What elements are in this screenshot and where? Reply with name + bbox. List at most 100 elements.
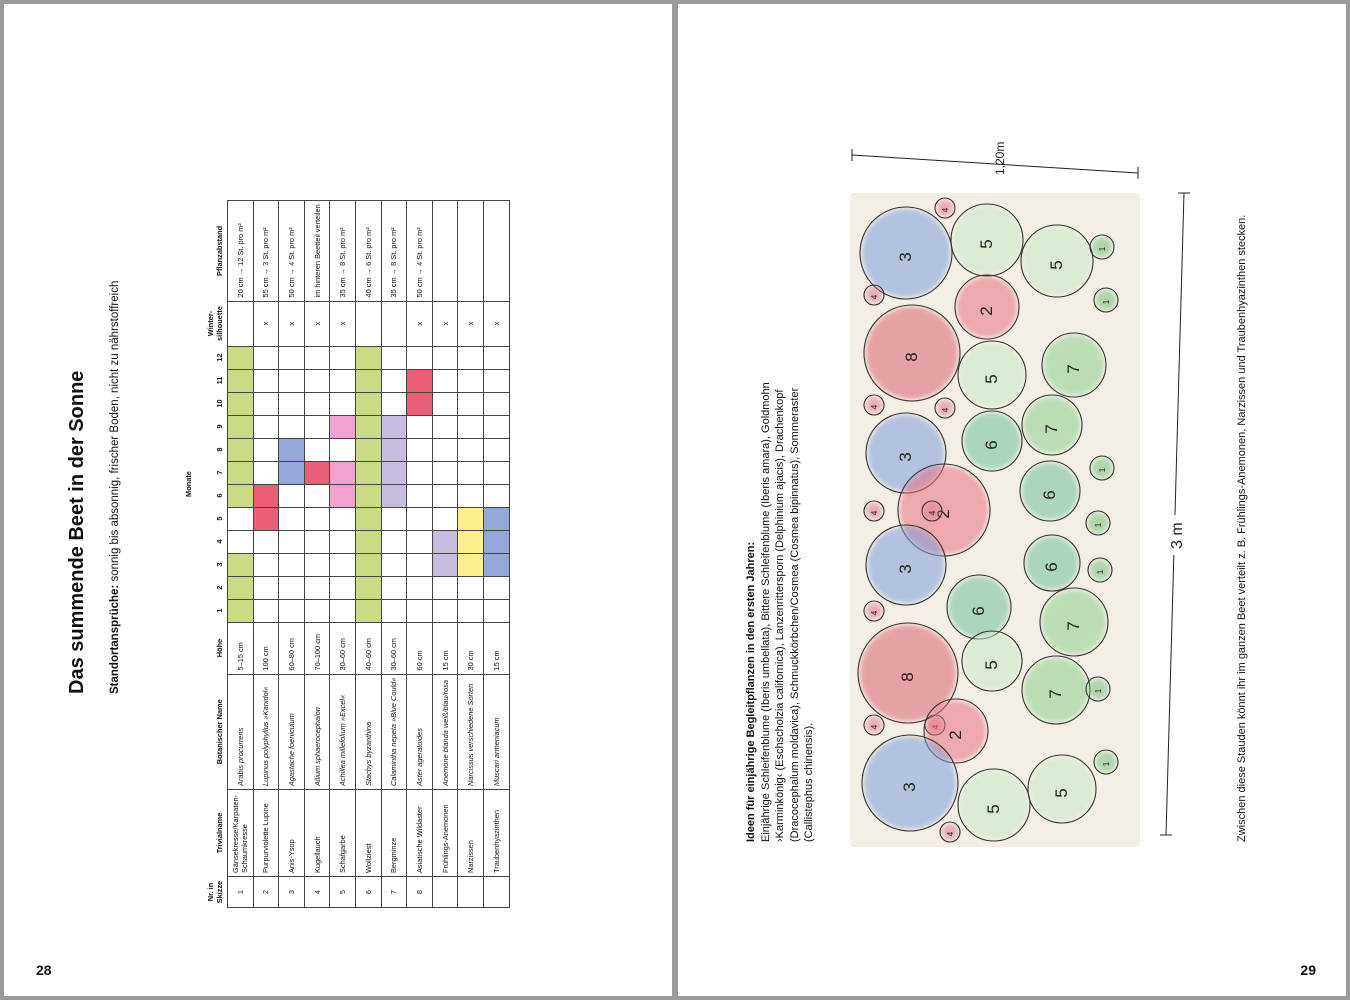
cell-spacing: 40 cm → 6 St. pro m² <box>355 200 382 302</box>
bloom-cell-11 <box>406 369 433 393</box>
plant-4-label: 4 <box>870 404 879 409</box>
plant-4-label: 4 <box>870 724 879 729</box>
bloom-cell-7 <box>329 461 356 485</box>
bloom-cell-5 <box>253 507 279 531</box>
cell-nr: 5 <box>329 876 356 908</box>
bloom-cell-1 <box>483 599 510 623</box>
plant-5-fill <box>964 633 1020 689</box>
bloom-cell-3 <box>278 553 305 577</box>
length-label-bg <box>1162 515 1184 555</box>
width-dimension-line <box>851 154 1139 174</box>
plant-5-outline <box>961 630 1023 692</box>
bloom-cell-10 <box>278 392 305 416</box>
bloom-cell-7 <box>355 461 382 485</box>
cell-trivial: Schafgarbe <box>329 789 356 877</box>
bloom-cell-5 <box>483 507 510 531</box>
bloom-cell-4 <box>329 530 356 554</box>
plant-5-outline <box>1027 754 1097 824</box>
bloom-cell-11 <box>278 369 305 393</box>
header-month-6: 6 <box>215 493 224 498</box>
plant-1-label: 1 <box>1094 522 1103 527</box>
left-page: Das summende Beet in der Sonne Standorta… <box>4 4 672 996</box>
cell-height: 15 cm <box>432 622 458 675</box>
bloom-cell-4 <box>253 530 279 554</box>
cell-nr: 7 <box>381 876 407 908</box>
plant-3-fill <box>868 527 944 603</box>
table-row: 8 Asiatische Wildaster Aster ageratoides 60… <box>406 200 433 908</box>
plant-4-label: 4 <box>946 831 955 836</box>
plant-4-outline <box>939 821 961 843</box>
cell-botanical: Allium sphaerocephalon <box>304 674 330 790</box>
bloom-cell-4 <box>381 530 407 554</box>
cell-height: 70–100 cm <box>304 622 330 675</box>
plant-table-body: 1 Gänsekresse/Karpaten-Schaumkresse Arabis… <box>227 200 510 908</box>
width-label: 1,20m <box>993 142 1007 175</box>
bloom-cell-8 <box>304 438 330 462</box>
header-month-3: 3 <box>215 562 224 567</box>
plant-1-outline <box>1085 510 1111 536</box>
plant-8-fill <box>866 307 958 399</box>
cell-trivial: Wollziest <box>355 789 382 877</box>
plant-4-outline <box>934 397 956 419</box>
plant-6-label: 6 <box>1042 562 1061 571</box>
header-spacing: Pflanzabstand <box>215 225 224 276</box>
plant-2-label: 2 <box>977 306 996 315</box>
plant-1-label: 1 <box>1098 246 1107 251</box>
bloom-cell-8 <box>381 438 407 462</box>
bloom-cell-1 <box>355 599 382 623</box>
cell-winter: x <box>304 301 330 347</box>
bloom-cell-10 <box>483 392 510 416</box>
cell-spacing: 55 cm → 3 St. pro m² <box>253 200 279 302</box>
bloom-cell-4 <box>304 530 330 554</box>
plant-4-fill <box>866 503 882 519</box>
plant-1-outline <box>1087 557 1113 583</box>
plant-6-label: 6 <box>982 440 1001 449</box>
cell-spacing: 35 cm → 8 St. pro m² <box>381 200 407 302</box>
bloom-cell-10 <box>406 392 433 416</box>
plant-6-fill <box>964 413 1020 469</box>
plant-6-label: 6 <box>969 606 988 615</box>
cell-height: 40–60 cm <box>355 622 382 675</box>
plant-7-label: 7 <box>1046 689 1065 698</box>
plant-1-outline <box>1093 749 1119 775</box>
bloom-cell-10 <box>329 392 356 416</box>
plant-7-fill <box>1024 397 1080 453</box>
plant-8-fill <box>860 625 956 721</box>
header-month-7: 7 <box>215 470 224 475</box>
site-requirements: Standortansprüche: sonnig bis absonnig, … <box>109 94 121 694</box>
months-header: Monate <box>184 471 193 497</box>
plant-1-fill <box>1096 290 1116 310</box>
plant-4-outline <box>921 500 943 522</box>
bloom-cell-8 <box>278 438 305 462</box>
cell-height: 30–60 cm <box>329 622 356 675</box>
cell-trivial: Gänsekresse/Karpaten-Schaumkresse <box>227 789 254 877</box>
plant-4-label: 4 <box>870 294 879 299</box>
plant-4-label: 4 <box>941 207 950 212</box>
cell-nr <box>457 876 484 908</box>
bloom-cell-11 <box>227 369 254 393</box>
plant-2-label: 2 <box>934 509 953 518</box>
bloom-cell-5 <box>406 507 433 531</box>
bloom-cell-9 <box>304 415 330 439</box>
bloom-cell-11 <box>304 369 330 393</box>
bloom-cell-5 <box>432 507 458 531</box>
bed-sketch: 3551442185744367126443611674857144213554… <box>850 142 1190 847</box>
bloom-cell-3 <box>227 553 254 577</box>
plant-table: Monate Nr. in Skizze Trivialname Botanis… <box>184 200 510 908</box>
bloom-cell-12 <box>457 346 484 370</box>
cell-winter: x <box>432 301 458 347</box>
bloom-cell-9 <box>483 415 510 439</box>
plant-5-fill <box>1030 757 1094 821</box>
table-row: Frühlings-Anemonen Anemone blanda weiß/bl… <box>432 200 458 908</box>
plant-7-fill <box>1044 335 1104 395</box>
bloom-cell-6 <box>253 484 279 508</box>
plant-5-label: 5 <box>984 804 1003 813</box>
bloom-cell-2 <box>253 576 279 600</box>
bloom-cell-2 <box>483 576 510 600</box>
bloom-cell-8 <box>253 438 279 462</box>
cell-winter: x <box>253 301 279 347</box>
cell-spacing: 50 cm → 4 St. pro m² <box>278 200 305 302</box>
plant-8-label: 8 <box>898 672 917 681</box>
plant-4-outline <box>863 500 885 522</box>
plant-1-label: 1 <box>1096 569 1105 574</box>
